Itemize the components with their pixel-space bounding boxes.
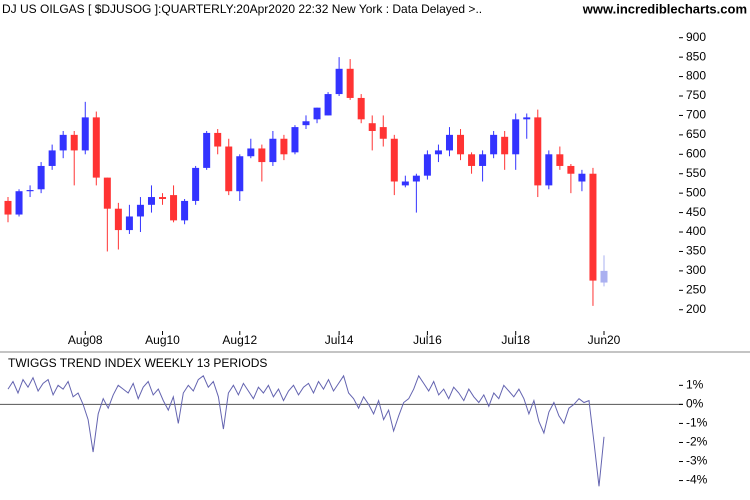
candle-body [490,134,498,155]
x-tick-label: Jun20 [588,333,621,347]
candle-body [125,216,133,231]
candle-body [269,138,277,163]
candle-body [4,200,12,215]
candle-body [390,138,398,182]
y-tick-label: -3% [686,454,708,468]
indicator-line [7,374,605,487]
candle-body [600,270,608,283]
candle-body [313,107,321,120]
candle-body [170,195,178,221]
y-tick-label: 850 [686,49,706,63]
candle-body [37,165,45,190]
candle-body [302,121,310,126]
y-tick-label: 250 [686,282,706,296]
candle-body [236,156,244,192]
candle-body [512,119,520,155]
y-tick-label: 450 [686,205,706,219]
candle-body [534,117,542,186]
y-tick-label: 800 [686,69,706,83]
candle-body [412,175,420,182]
candle-body [567,165,575,174]
candle-body [335,68,343,95]
y-tick-label: -1% [686,416,708,430]
candle-body [136,204,144,217]
candle-body [70,134,78,151]
candle-body [147,197,155,205]
y-tick-label: 1% [686,378,704,392]
y-tick-label: -4% [686,473,708,487]
candle-body [445,134,453,151]
x-tick-label: Jul16 [413,333,442,347]
y-tick-label: 700 [686,108,706,122]
candle-body [159,197,167,199]
candle-body [92,117,100,178]
indicator-title: TWIGGS TREND INDEX WEEKLY 13 PERIODS [8,356,267,370]
candle-body [26,190,34,192]
y-tick-label: 0% [686,397,704,411]
candle-body [280,138,288,155]
y-tick-label: 400 [686,224,706,238]
candle-body [379,127,387,139]
candle-body [181,200,189,221]
x-tick-label: Jul18 [501,333,530,347]
candle-body [501,136,509,155]
y-tick-label: 750 [686,88,706,102]
candle-body [479,154,487,166]
candle-body [291,127,299,153]
x-tick-label: Aug10 [145,333,180,347]
candle-body [258,148,266,163]
y-tick-label: 350 [686,244,706,258]
candle-body [401,181,409,186]
candle-body [114,208,122,231]
y-tick-label: 900 [686,30,706,44]
y-tick-label: 600 [686,146,706,160]
x-tick-label: Jul14 [325,333,354,347]
x-tick-label: Aug08 [68,333,103,347]
candle-body [545,154,553,186]
candle-body [81,117,89,151]
source: www.incrediblecharts.com [582,1,747,16]
candle-body [214,132,222,147]
y-tick-label: 500 [686,185,706,199]
candle-body [324,94,332,116]
candle-body [368,123,376,131]
candle-body [225,146,233,192]
candle-body [556,154,564,166]
chart-title: DJ US OILGAS [ $DJUSOG ]:QUARTERLY:20Apr… [2,2,482,16]
candle-body [423,154,431,176]
y-tick-label: 550 [686,166,706,180]
candle-body [346,68,354,98]
candle-body [578,173,586,182]
candle-body [48,150,56,166]
candle-body [457,134,465,155]
candle-body [357,97,365,120]
candle-body [203,132,211,168]
candle-body [523,117,531,120]
candle-body [59,134,67,151]
y-tick-label: 650 [686,127,706,141]
y-tick-label: -2% [686,435,708,449]
candle-body [247,148,255,157]
candle-body [15,191,23,215]
candle-body [434,150,442,155]
candle-body [192,167,200,201]
x-tick-label: Aug12 [222,333,257,347]
candle-body [103,177,111,209]
y-tick-label: 300 [686,263,706,277]
y-tick-label: 200 [686,302,706,316]
candle-body [468,154,476,166]
candle-body [589,173,597,281]
